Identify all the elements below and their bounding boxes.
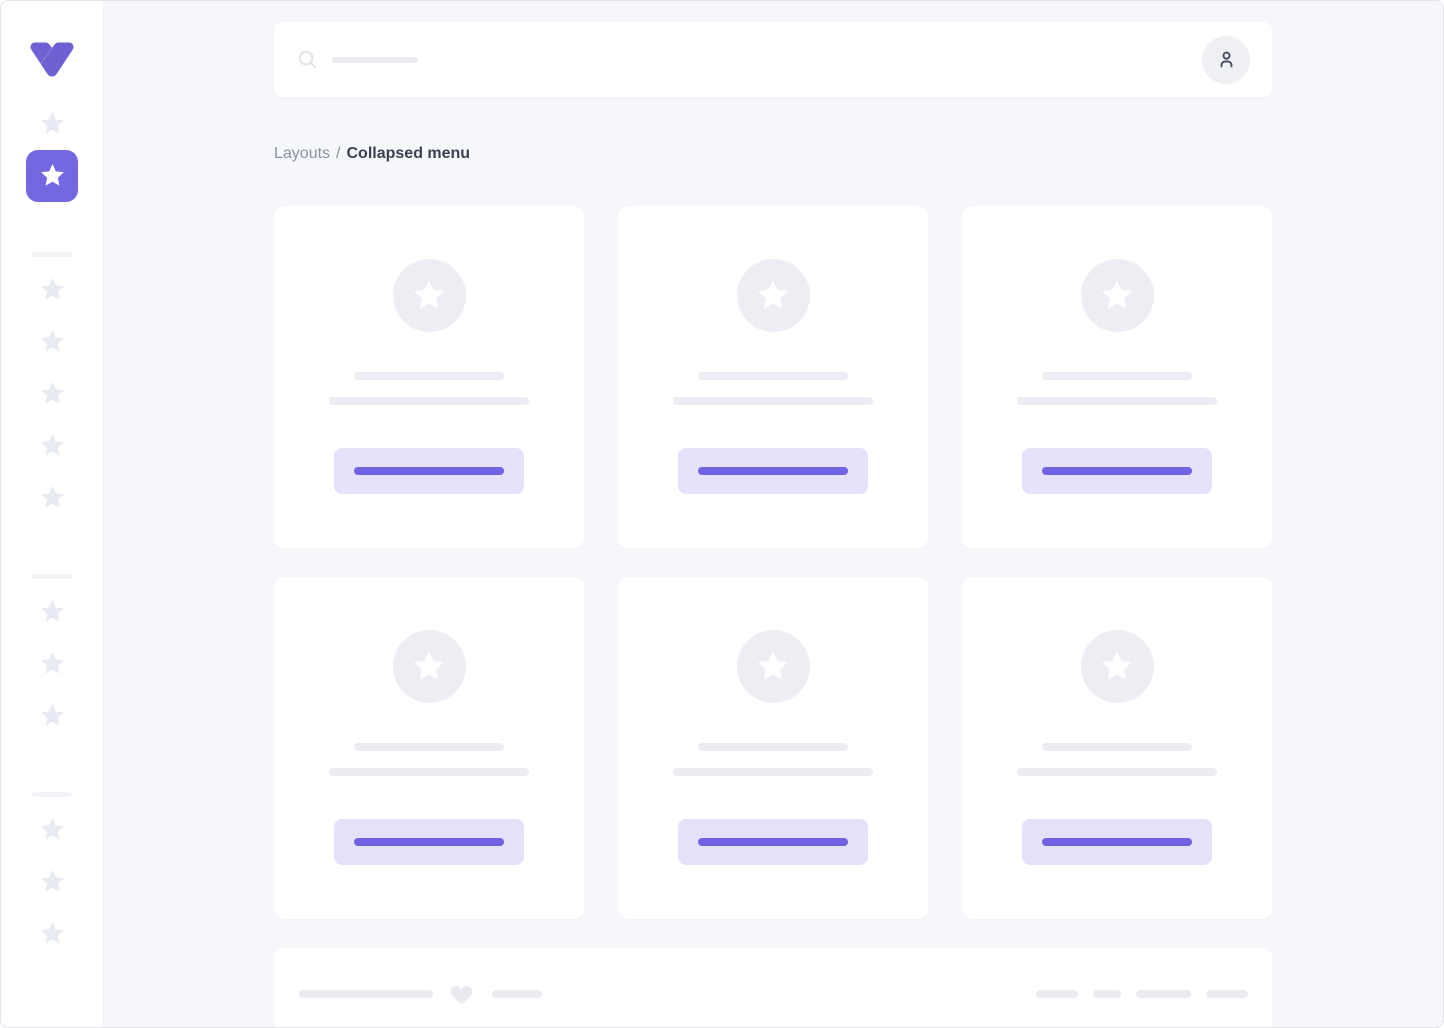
button-label-skeleton [354, 467, 504, 475]
sidebar-item[interactable] [26, 420, 78, 472]
star-icon [40, 485, 64, 508]
card-media-circle [1080, 259, 1154, 332]
sidebar-item[interactable] [26, 690, 78, 742]
sidebar-item[interactable] [26, 264, 78, 316]
card-action-button[interactable] [1022, 819, 1212, 865]
skeleton-pill [1136, 989, 1191, 998]
sidebar-item[interactable] [26, 472, 78, 524]
sidebar-item[interactable] [26, 316, 78, 368]
sidebar-item[interactable] [26, 150, 78, 202]
search-placeholder-skeleton [332, 56, 418, 63]
star-icon [40, 277, 64, 300]
search-input[interactable] [296, 22, 1202, 97]
breadcrumb: Layouts / Collapsed menu [274, 145, 1272, 163]
card-media-circle [392, 630, 466, 703]
star-icon [758, 279, 788, 309]
star-icon [1102, 279, 1132, 309]
card-action-button[interactable] [334, 819, 524, 865]
star-icon [40, 817, 64, 840]
button-label-skeleton [698, 838, 848, 846]
star-icon [40, 433, 64, 456]
skeleton-line [1017, 768, 1217, 776]
brand-v-icon [30, 42, 74, 77]
card-media-circle [1080, 630, 1154, 703]
skeleton-line [698, 743, 848, 751]
star-icon [40, 869, 64, 892]
breadcrumb-parent[interactable]: Layouts [274, 145, 331, 162]
star-icon [40, 381, 64, 404]
cards-grid [274, 206, 1272, 919]
skeleton-line [698, 372, 848, 380]
search-icon [298, 50, 317, 69]
sidebar-item[interactable] [26, 804, 78, 856]
button-label-skeleton [354, 838, 504, 846]
sidebar [1, 1, 104, 1027]
card-action-button[interactable] [678, 819, 868, 865]
card [274, 206, 584, 548]
sidebar-item[interactable] [26, 638, 78, 690]
skeleton-line [492, 989, 542, 998]
button-label-skeleton [1042, 467, 1192, 475]
skeleton-line [673, 768, 873, 776]
person-icon [1220, 51, 1232, 68]
skeleton-line [1042, 743, 1192, 751]
sidebar-item[interactable] [26, 908, 78, 960]
star-icon [758, 650, 788, 680]
star-icon [1102, 650, 1132, 680]
card [618, 577, 928, 919]
breadcrumb-current: Collapsed menu [346, 145, 471, 162]
star-icon [40, 329, 64, 352]
card-media-circle [736, 259, 810, 332]
sidebar-divider [32, 252, 72, 257]
sidebar-item[interactable] [26, 586, 78, 638]
card-action-button[interactable] [334, 448, 524, 494]
card [962, 577, 1272, 919]
sidebar-item[interactable] [26, 368, 78, 420]
skeleton-line [1017, 397, 1217, 405]
star-icon [414, 650, 444, 680]
skeleton-pill [1036, 989, 1078, 998]
button-label-skeleton [698, 467, 848, 475]
sidebar-item[interactable] [26, 98, 78, 150]
card-action-button[interactable] [1022, 448, 1212, 494]
star-icon [40, 921, 64, 944]
skeleton-line [673, 397, 873, 405]
user-avatar-button[interactable] [1202, 35, 1250, 84]
card [274, 577, 584, 919]
card [962, 206, 1272, 548]
content-column: Layouts / Collapsed menu [274, 22, 1272, 1027]
card [618, 206, 928, 548]
star-icon [414, 279, 444, 309]
footer-pagination-skeleton [1036, 989, 1248, 998]
brand-logo[interactable] [26, 41, 78, 79]
sidebar-nav [26, 98, 78, 960]
skeleton-line [354, 743, 504, 751]
search-bar [274, 22, 1272, 97]
skeleton-line [329, 397, 529, 405]
card-media-circle [736, 630, 810, 703]
footer-row [299, 981, 1248, 1006]
star-icon [40, 111, 64, 134]
skeleton-line [299, 989, 433, 998]
skeleton-line [354, 372, 504, 380]
star-icon [40, 703, 64, 726]
footer-card [274, 948, 1272, 1027]
skeleton-pill [1093, 989, 1121, 998]
sidebar-divider [32, 574, 72, 579]
button-label-skeleton [1042, 838, 1192, 846]
star-icon [40, 599, 64, 622]
breadcrumb-separator: / [336, 145, 341, 162]
card-media-circle [392, 259, 466, 332]
sidebar-item[interactable] [26, 856, 78, 908]
star-icon [40, 163, 64, 186]
skeleton-line [1042, 372, 1192, 380]
heart-icon [448, 981, 475, 1006]
sidebar-divider [32, 792, 72, 797]
skeleton-pill [1206, 989, 1248, 998]
star-icon [40, 651, 64, 674]
main-area: Layouts / Collapsed menu [104, 1, 1443, 1027]
skeleton-line [329, 768, 529, 776]
card-action-button[interactable] [678, 448, 868, 494]
